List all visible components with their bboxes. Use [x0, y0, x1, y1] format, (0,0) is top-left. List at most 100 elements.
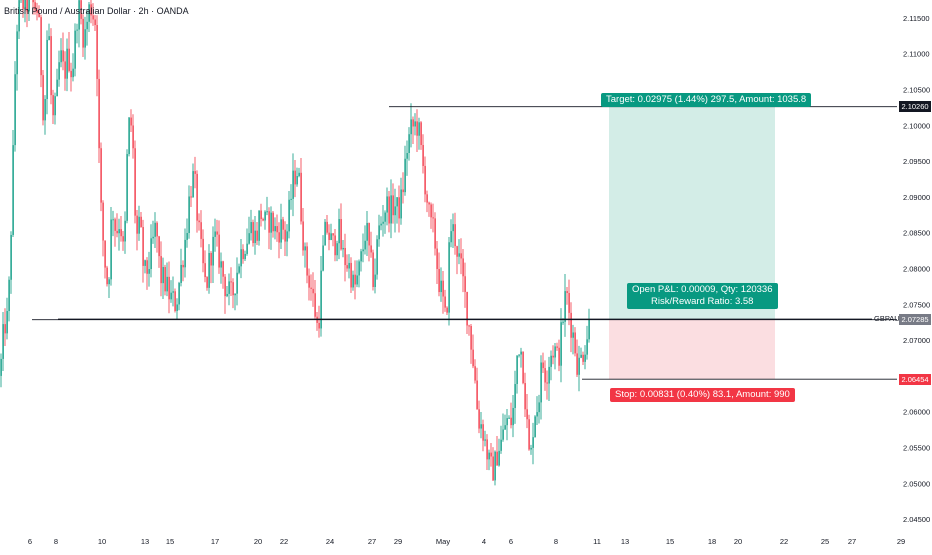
candle-body: [14, 74, 15, 145]
candle-body: [544, 368, 545, 382]
candle-body: [354, 275, 355, 285]
candle-body: [338, 219, 339, 243]
candle-body: [202, 239, 203, 263]
x-tick-label: 27: [368, 537, 376, 546]
candle-body: [240, 249, 241, 266]
candle-body: [140, 217, 141, 227]
x-tick-label: 6: [509, 537, 513, 546]
candle-body: [110, 220, 111, 280]
candle-body: [574, 332, 575, 353]
candle-body: [204, 263, 205, 277]
candle-body: [82, 19, 83, 48]
candle-body: [312, 289, 313, 293]
candle-body: [468, 325, 469, 326]
candle-body: [554, 346, 555, 357]
candle-body: [238, 266, 239, 272]
candle-body: [234, 294, 235, 295]
y-tick-label: 2.10000: [903, 121, 930, 130]
y-tick-label: 2.11500: [903, 14, 930, 23]
candle-body: [528, 419, 529, 449]
candle-body: [286, 231, 287, 241]
candle-body: [168, 277, 169, 299]
x-tick-label: 18: [708, 537, 716, 546]
candle-body: [150, 238, 151, 269]
candle-body: [2, 324, 3, 359]
candle-body: [356, 275, 357, 284]
candle-body: [214, 231, 215, 236]
candle-body: [100, 148, 101, 202]
candle-body: [578, 358, 579, 375]
candle-body: [436, 249, 437, 269]
candle-body: [378, 225, 379, 239]
risk-reward-text: Risk/Reward Ratio: 3.58: [632, 296, 773, 308]
candle-body: [390, 195, 391, 223]
candle-body: [194, 171, 195, 174]
candle-body: [472, 350, 473, 367]
candle-body: [362, 249, 363, 251]
price-axis[interactable]: 2.045002.050002.055002.060002.065002.070…: [903, 14, 930, 524]
candle-body: [166, 277, 167, 292]
candle-body: [124, 221, 125, 242]
x-tick-label: 25: [821, 537, 829, 546]
candle-body: [568, 293, 569, 313]
candle-body: [352, 275, 353, 288]
candle-body: [192, 171, 193, 197]
x-tick-label: 8: [54, 537, 58, 546]
candle-body: [156, 223, 157, 237]
candle-body: [274, 226, 275, 231]
candle-body: [340, 219, 341, 249]
candle-body: [442, 281, 443, 297]
candle-body: [540, 362, 541, 402]
candle-body: [406, 153, 407, 159]
candle-body: [186, 233, 187, 240]
candle-body: [132, 125, 133, 148]
candle-body: [114, 219, 115, 231]
candle-body: [248, 233, 249, 244]
candle-body: [512, 408, 513, 425]
candle-body: [210, 253, 211, 266]
candle-body: [174, 291, 175, 311]
candle-body: [318, 323, 319, 329]
candle-body: [418, 122, 419, 135]
x-tick-label: 6: [28, 537, 32, 546]
candle-body: [106, 268, 107, 285]
loss-zone: [609, 320, 775, 379]
candle-body: [444, 297, 445, 308]
candle-body: [108, 279, 109, 284]
candle-body: [178, 283, 179, 304]
candle-body: [206, 277, 207, 288]
x-tick-label: 15: [166, 537, 174, 546]
candle-body: [146, 260, 147, 274]
candle-body: [500, 440, 501, 451]
candle-body: [450, 231, 451, 242]
candle-body: [262, 219, 263, 220]
candle-body: [224, 277, 225, 296]
x-tick-label: 20: [254, 537, 262, 546]
candle-body: [364, 241, 365, 250]
candle-body: [250, 222, 251, 233]
candle-body: [292, 171, 293, 199]
candle-body: [556, 346, 557, 347]
stop-label: Stop: 0.00831 (0.40%) 83.1, Amount: 990: [610, 388, 795, 402]
candle-body: [542, 362, 543, 368]
candle-body: [76, 30, 77, 31]
candle-body: [296, 176, 297, 184]
candle-body: [104, 240, 105, 267]
x-tick-label: 29: [394, 537, 402, 546]
candle-body: [48, 36, 49, 40]
candle-body: [388, 196, 389, 223]
candle-body: [470, 326, 471, 350]
candle-body: [516, 356, 517, 384]
candle-body: [260, 211, 261, 219]
candle-body: [562, 322, 563, 323]
candle-body: [532, 437, 533, 448]
candle-body: [136, 216, 137, 234]
candle-body: [478, 409, 479, 428]
x-tick-label: 29: [897, 537, 905, 546]
candle-body: [182, 265, 183, 267]
candle-body: [486, 439, 487, 459]
candle-body: [40, 17, 41, 75]
